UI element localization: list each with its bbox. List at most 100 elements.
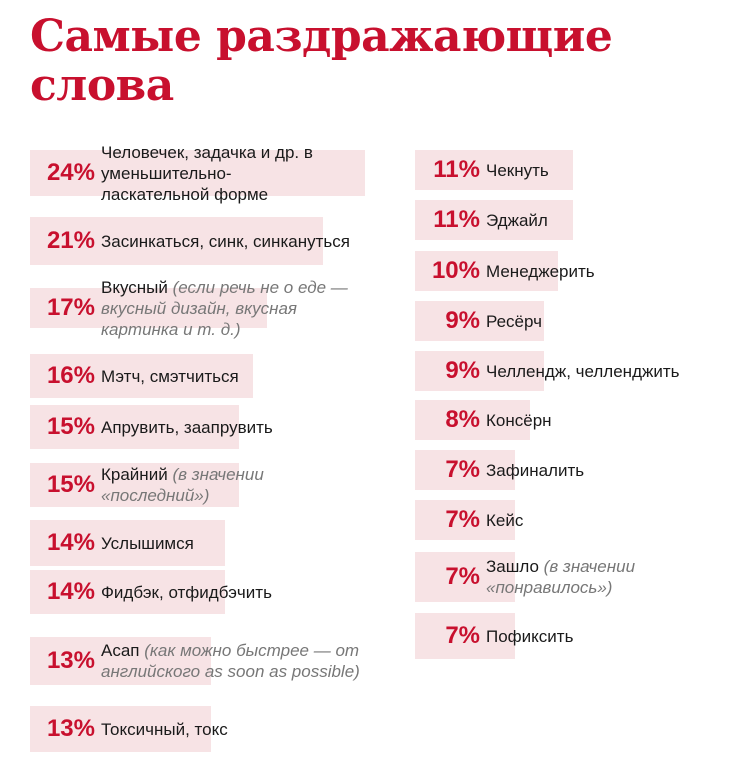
bar-9 bbox=[30, 637, 211, 685]
bar-13 bbox=[415, 251, 558, 291]
item-label: Человечек, задачка и др. в уменьшительно… bbox=[101, 142, 316, 205]
item-word: Пофиксить bbox=[486, 626, 574, 646]
bar-18 bbox=[415, 500, 515, 540]
item-word: Мэтч, смэтчиться bbox=[101, 366, 239, 386]
item-word: Челлендж, челленджить bbox=[486, 361, 680, 381]
bar-16 bbox=[415, 400, 530, 440]
percent-label: 11% bbox=[433, 206, 480, 233]
percent-label: 21% bbox=[46, 227, 95, 254]
percent-label: 7% bbox=[445, 506, 480, 533]
percent-label: 15% bbox=[46, 413, 95, 440]
bar-row: 11% Чекнуть bbox=[417, 150, 549, 190]
percent-label: 13% bbox=[46, 647, 95, 674]
item-label: Услышимся bbox=[101, 533, 194, 554]
bar-7 bbox=[30, 520, 225, 566]
item-label: Менеджерить bbox=[486, 261, 595, 282]
bar-row: 11% Эджайл bbox=[417, 200, 548, 240]
bar-20 bbox=[415, 613, 515, 659]
bar-15 bbox=[415, 351, 544, 391]
percent-label: 7% bbox=[445, 622, 480, 649]
item-label: Консёрн bbox=[486, 410, 552, 431]
item-word: Крайний bbox=[101, 465, 168, 484]
percent-label: 16% bbox=[46, 362, 95, 389]
item-label: Фидбэк, отфидбэчить bbox=[101, 582, 272, 603]
item-label: Апрувить, заапрувить bbox=[101, 417, 273, 438]
item-word: Фидбэк, отфидбэчить bbox=[101, 582, 272, 602]
bar-11 bbox=[415, 150, 573, 190]
item-word: Человечек, задачка и др. в уменьшительно… bbox=[101, 142, 313, 204]
percent-label: 14% bbox=[46, 529, 95, 556]
bar-row: 7% Зафиналить bbox=[417, 450, 584, 490]
bar-6 bbox=[30, 463, 239, 507]
bar-4 bbox=[30, 354, 253, 398]
item-word: Асап bbox=[101, 641, 140, 660]
bar-row: 14% Фидбэк, отфидбэчить bbox=[32, 570, 272, 614]
bar-row: 9% Ресёрч bbox=[417, 301, 542, 341]
item-note: (как можно быстрее — от английского as s… bbox=[101, 641, 360, 681]
percent-label: 7% bbox=[445, 563, 480, 590]
percent-label: 8% bbox=[445, 406, 480, 433]
item-word: Засинкаться, синк, синкануться bbox=[101, 231, 350, 251]
item-label: Вкусный (если речь не о еде — вкусный ди… bbox=[101, 277, 371, 340]
bar-row: 13% Асап (как можно быстрее — от английск… bbox=[32, 637, 361, 685]
chart-title: Самые раздражающие слова bbox=[30, 12, 730, 111]
item-label: Чекнуть bbox=[486, 160, 549, 181]
percent-label: 13% bbox=[46, 715, 95, 742]
item-label: Пофиксить bbox=[486, 626, 573, 647]
bar-14 bbox=[415, 301, 544, 341]
bar-5 bbox=[30, 405, 239, 449]
item-note: (в значении «понравилось») bbox=[486, 557, 636, 597]
bar-row: 8% Консёрн bbox=[417, 400, 552, 440]
bar-row: 7% Зашло (в значении «понравилось») bbox=[417, 552, 671, 602]
percent-label: 9% bbox=[445, 357, 480, 384]
bar-row: 7% Кейс bbox=[417, 500, 523, 540]
item-label: Мэтч, смэтчиться bbox=[101, 366, 239, 387]
percent-label: 24% bbox=[46, 159, 95, 186]
item-word: Услышимся bbox=[101, 533, 194, 553]
bar-row: 15% Крайний (в значении «последний») bbox=[32, 463, 366, 507]
title-line-2: слова bbox=[30, 60, 174, 112]
bar-row: 14% Услышимся bbox=[32, 520, 194, 566]
item-word: Зафиналить bbox=[486, 460, 585, 480]
item-label: Ресёрч bbox=[486, 311, 542, 332]
percent-label: 11% bbox=[433, 156, 480, 183]
bar-row: 21% Засинкаться, синк, синкануться bbox=[32, 217, 350, 265]
bar-row: 24% Человечек, задачка и др. в уменьшител… bbox=[32, 143, 316, 204]
percent-label: 7% bbox=[445, 456, 480, 483]
title-line-1: Самые раздражающие bbox=[30, 11, 613, 62]
item-word: Чекнуть bbox=[486, 160, 549, 180]
bar-row: 15% Апрувить, заапрувить bbox=[32, 405, 273, 449]
item-label: Асап (как можно быстрее — от английского… bbox=[101, 640, 361, 682]
percent-label: 15% bbox=[46, 471, 95, 498]
bar-19 bbox=[415, 552, 515, 602]
item-word: Кейс bbox=[486, 510, 524, 530]
bar-3 bbox=[30, 288, 267, 328]
percent-label: 17% bbox=[46, 294, 95, 321]
bar-10 bbox=[30, 706, 211, 752]
item-word: Зашло bbox=[486, 557, 539, 576]
bar-row: 16% Мэтч, смэтчиться bbox=[32, 354, 239, 398]
bar-8 bbox=[30, 570, 225, 614]
item-label: Зашло (в значении «понравилось») bbox=[486, 556, 671, 598]
bar-row: 7% Пофиксить bbox=[417, 613, 573, 659]
item-label: Кейс bbox=[486, 510, 523, 531]
item-label: Челлендж, челленджить bbox=[486, 361, 680, 382]
percent-label: 10% bbox=[431, 257, 480, 284]
item-word: Консёрн bbox=[486, 410, 552, 430]
bar-row: 10% Менеджерить bbox=[417, 251, 595, 291]
item-note: (в значении «последний») bbox=[101, 465, 264, 505]
item-word: Вкусный bbox=[101, 277, 168, 297]
item-word: Менеджерить bbox=[486, 261, 595, 281]
item-word: Апрувить, заапрувить bbox=[101, 417, 273, 437]
bar-row: 17% Вкусный (если речь не о еде — вкусный… bbox=[32, 278, 371, 339]
bar-row: 9% Челлендж, челленджить bbox=[417, 351, 680, 391]
bar-2 bbox=[30, 217, 323, 265]
item-label: Крайний (в значении «последний») bbox=[101, 464, 366, 506]
item-label: Засинкаться, синк, синкануться bbox=[101, 231, 350, 252]
item-note: (если речь не о еде — вкусный дизайн, вк… bbox=[101, 277, 348, 339]
item-word: Эджайл bbox=[486, 210, 548, 230]
item-word: Ресёрч bbox=[486, 311, 542, 331]
bar-1 bbox=[30, 150, 365, 196]
bar-row: 13% Токсичный, токс bbox=[32, 706, 228, 752]
item-label: Эджайл bbox=[486, 210, 548, 231]
